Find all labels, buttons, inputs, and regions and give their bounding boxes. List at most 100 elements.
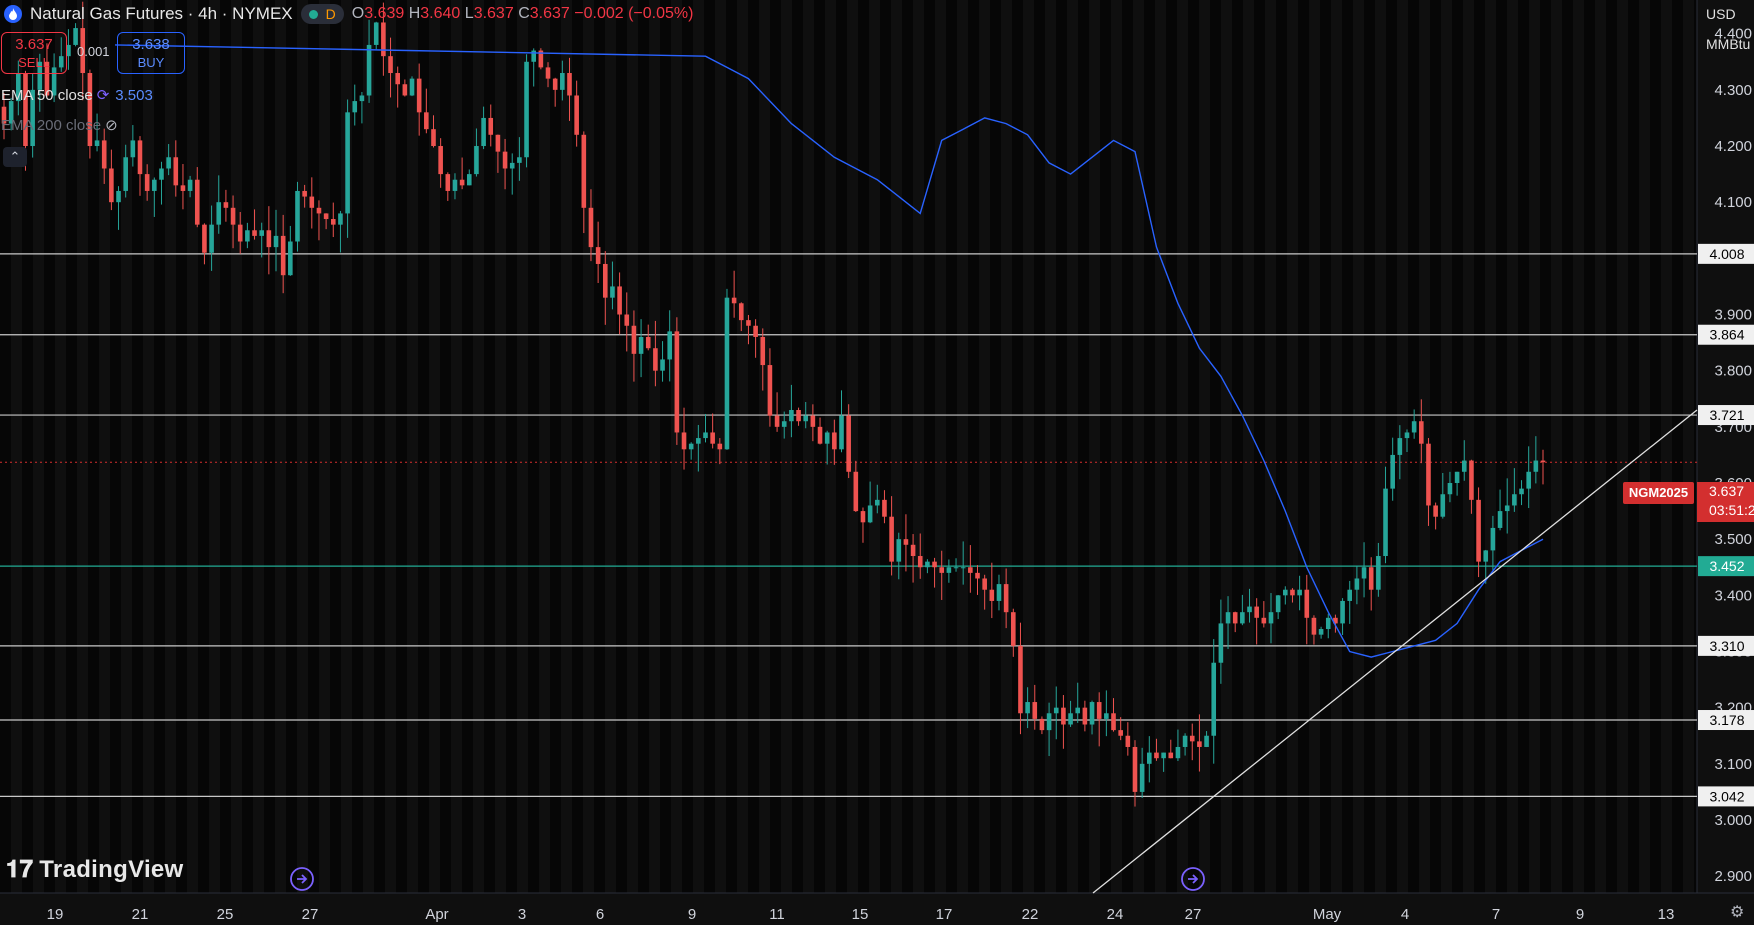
tradingview-logo: 𝟏𝟕 TradingView (6, 856, 184, 884)
buy-button[interactable]: 3.638 BUY (117, 32, 185, 74)
candle-body (424, 112, 429, 130)
candle-body (459, 179, 465, 186)
ema50-line (114, 44, 1544, 658)
session-band (1122, 0, 1133, 893)
candle-body (230, 207, 236, 225)
candle-body (1483, 550, 1489, 562)
candle-body (968, 567, 973, 573)
candle-body (989, 589, 995, 601)
x-tick-label: 27 (302, 906, 319, 923)
indicator-ema200[interactable]: EMA 200 close ⊘ (1, 116, 118, 134)
session-band (1430, 0, 1441, 893)
candle-body (302, 190, 307, 197)
session-band (44, 0, 55, 893)
y-tick-label: 3.800 (1714, 363, 1752, 380)
x-tick-label: 4 (1401, 906, 1409, 923)
session-band (22, 0, 33, 893)
candle-body (1218, 623, 1224, 663)
candle-body (1447, 483, 1453, 495)
candle-body (1254, 606, 1259, 618)
candle-body (37, 61, 43, 90)
candle-body (366, 44, 372, 96)
candle-body (688, 443, 694, 450)
session-band (1298, 0, 1309, 893)
session-band (1056, 0, 1067, 893)
candle-body (982, 578, 987, 590)
session-band (242, 0, 253, 893)
sell-button[interactable]: 3.637 SELL (1, 32, 67, 74)
candle-body (395, 73, 400, 85)
session-band (924, 0, 935, 893)
x-tick-label: May (1313, 906, 1342, 923)
candle-body (860, 511, 866, 523)
candle-body (1290, 589, 1295, 596)
session-band (1166, 0, 1177, 893)
time-axis-bg (0, 893, 1754, 925)
level-label-bg (1698, 635, 1754, 656)
candle-body (466, 174, 472, 186)
session-band (396, 0, 407, 893)
candle-body (567, 73, 572, 96)
session-band (748, 0, 759, 893)
candle-body (173, 157, 179, 186)
candle-body (166, 157, 171, 169)
candle-body (1318, 629, 1324, 635)
price-change: −0.002 (−0.05%) (574, 5, 694, 22)
currency-label[interactable]: USD (1706, 6, 1736, 22)
candle-body (1454, 471, 1460, 484)
market-open-dot (308, 9, 318, 19)
x-tick-label: 7 (1492, 906, 1500, 923)
session-band (132, 0, 143, 893)
candle-body (996, 584, 1002, 601)
candle-body (1096, 702, 1102, 719)
session-band (1408, 0, 1419, 893)
tv-mark-icon: 𝟏𝟕 (6, 856, 34, 883)
candle-body (846, 415, 851, 472)
candle-body (760, 336, 766, 366)
candle-body (1046, 713, 1052, 731)
session-band (594, 0, 605, 893)
indicator-ema50[interactable]: EMA 50 close ⟳ 3.503 (1, 86, 153, 104)
candle-body (381, 22, 386, 57)
candle-body (960, 567, 966, 569)
session-band (374, 0, 385, 893)
session-band (0, 0, 11, 893)
market-status-pill[interactable]: D (300, 4, 344, 24)
candle-body (8, 101, 14, 124)
candle-body (116, 190, 121, 203)
y-tick-label: 4.200 (1714, 138, 1752, 155)
candle-body (817, 426, 823, 444)
candle-body (1010, 612, 1016, 646)
candle-body (638, 336, 644, 354)
trend-line (1092, 409, 1698, 894)
candle-body (1211, 662, 1217, 736)
session-band (220, 0, 231, 893)
collapse-legend-button[interactable]: ⌃ (3, 147, 27, 167)
hidden-eye-icon[interactable]: ⊘ (105, 117, 118, 134)
candle-body (1440, 494, 1446, 517)
unit-label[interactable]: MMBtu (1706, 36, 1751, 52)
candle-body (824, 432, 830, 444)
session-band (638, 0, 649, 893)
candle-body (717, 443, 723, 450)
session-band (286, 0, 297, 893)
flame-icon (4, 5, 22, 23)
candle-body (853, 471, 859, 512)
candle-body (1469, 460, 1474, 500)
candle-body (1354, 578, 1360, 590)
session-band (330, 0, 341, 893)
x-tick-label: 9 (1576, 906, 1584, 923)
candle-body (667, 331, 673, 360)
symbol-title[interactable]: Natural Gas Futures · 4h · NYMEX (30, 4, 293, 23)
settings-gear-icon[interactable]: ⚙ (1730, 904, 1745, 921)
candle-body (137, 140, 143, 175)
candle-body (373, 22, 379, 45)
candle-body (631, 325, 637, 354)
event-arrow-glyph (1188, 874, 1199, 884)
candle-body (1061, 707, 1066, 725)
x-tick-label: 15 (852, 906, 869, 923)
delayed-badge: D (325, 6, 336, 22)
level-label-bg (1698, 405, 1754, 426)
candle-body (552, 78, 558, 90)
